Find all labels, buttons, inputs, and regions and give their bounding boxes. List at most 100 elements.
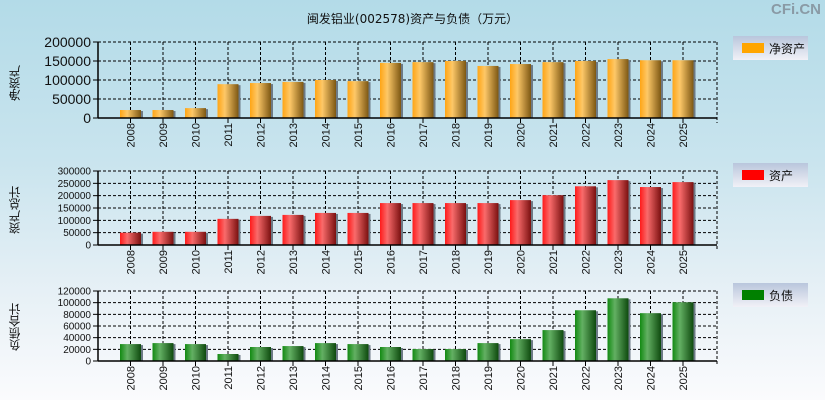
- bar-net-assets-2017: [412, 62, 434, 118]
- legend-swatch-liabilities: [742, 290, 764, 300]
- x-tick-label: 2014: [321, 366, 333, 390]
- y-tick-label: 150000: [58, 204, 92, 215]
- bar-net-assets-2020: [510, 64, 531, 118]
- x-tick-label: 2008: [126, 250, 138, 274]
- x-tick-label: 2012: [256, 366, 268, 390]
- bar-net-assets-2011: [217, 84, 239, 118]
- x-tick-label: 2016: [386, 366, 398, 390]
- x-tick-label: 2018: [451, 123, 463, 147]
- bar-total-assets-2018: [445, 203, 466, 245]
- legend-swatch-net-assets: [742, 43, 764, 53]
- y-tick-label: 0: [85, 241, 91, 252]
- x-tick-label: 2024: [646, 250, 658, 274]
- x-tick-label: 2010: [191, 123, 203, 147]
- bar-net-assets-2012: [250, 83, 271, 118]
- bar-total-assets-2022: [575, 186, 596, 245]
- y-tick-label: 0: [85, 357, 91, 368]
- y-tick-label: 0: [83, 110, 91, 126]
- bar-liabilities-2008: [120, 344, 141, 361]
- y-tick-label: 60000: [63, 322, 91, 333]
- bar-liabilities-2025: [672, 302, 694, 361]
- legend-liabilities: 负债: [733, 283, 808, 307]
- x-tick-label: 2024: [646, 123, 658, 147]
- bar-liabilities-2013: [282, 346, 304, 361]
- bar-liabilities-2017: [412, 349, 434, 361]
- x-tick-label: 2017: [418, 366, 430, 390]
- bar-liabilities-2012: [250, 347, 271, 361]
- x-tick-label: 2017: [418, 250, 430, 274]
- bar-total-assets-2008: [120, 232, 141, 245]
- bar-total-assets-2009: [152, 231, 174, 245]
- x-tick-label: 2019: [483, 366, 495, 390]
- y-tick-label: 120000: [58, 287, 92, 298]
- bar-net-assets-2023: [607, 59, 629, 118]
- y-tick-label: 250000: [58, 179, 92, 190]
- bar-liabilities-2014: [315, 343, 336, 361]
- y-tick-label: 20000: [63, 345, 91, 356]
- bar-total-assets-2025: [672, 182, 694, 245]
- bar-net-assets-2010: [185, 108, 206, 118]
- x-tick-label: 2018: [451, 366, 463, 390]
- bar-total-assets-2017: [412, 203, 434, 245]
- x-tick-label: 2009: [158, 123, 170, 147]
- x-tick-label: 2008: [126, 123, 138, 147]
- legend-label-net-assets: 净资产: [769, 42, 806, 56]
- x-tick-label: 2023: [613, 366, 625, 390]
- bar-liabilities-2023: [607, 298, 629, 361]
- bar-net-assets-2009: [152, 110, 174, 118]
- x-tick-label: 2023: [613, 250, 625, 274]
- bar-liabilities-2020: [510, 339, 531, 361]
- bar-net-assets-2013: [282, 81, 304, 118]
- legend-label-liabilities: 负债: [769, 289, 794, 303]
- bar-liabilities-2024: [640, 313, 661, 361]
- bar-net-assets-2018: [445, 61, 466, 118]
- bar-net-assets-2024: [640, 60, 661, 118]
- x-tick-label: 2023: [613, 123, 625, 147]
- legend-total-assets: 资产: [733, 163, 808, 187]
- x-tick-label: 2021: [548, 366, 560, 390]
- x-tick-label: 2021: [548, 123, 560, 147]
- bar-total-assets-2016: [380, 203, 401, 245]
- x-tick-label: 2009: [158, 250, 170, 274]
- bar-liabilities-2018: [445, 349, 466, 361]
- x-tick-label: 2024: [646, 366, 658, 390]
- x-tick-label: 2015: [353, 123, 365, 147]
- bar-net-assets-2014: [315, 80, 336, 118]
- x-tick-label: 2013: [288, 250, 300, 274]
- x-tick-label: 2015: [353, 366, 365, 390]
- x-tick-label: 2013: [288, 123, 300, 147]
- bar-liabilities-2010: [185, 344, 206, 361]
- bar-total-assets-2012: [250, 215, 271, 245]
- bar-liabilities-2009: [152, 343, 174, 361]
- legend-label-assets: 资产: [769, 169, 794, 183]
- y-tick-label: 40000: [63, 333, 91, 344]
- x-tick-label: 2016: [386, 250, 398, 274]
- y-tick-label: 300000: [58, 167, 92, 178]
- x-tick-label: 2012: [256, 123, 268, 147]
- bar-net-assets-2019: [477, 65, 499, 118]
- y-tick-label: 150000: [44, 53, 91, 69]
- x-tick-label: 2011: [223, 123, 235, 147]
- bar-total-assets-2019: [477, 203, 499, 245]
- x-tick-label: 2011: [223, 250, 235, 274]
- bar-liabilities-2019: [477, 343, 499, 361]
- x-tick-label: 2012: [256, 250, 268, 274]
- x-tick-label: 2011: [223, 366, 235, 390]
- y-tick-label: 100000: [58, 298, 92, 309]
- bar-total-assets-2013: [282, 214, 304, 245]
- bar-liabilities-2015: [347, 344, 369, 361]
- bar-net-assets-2016: [380, 62, 401, 118]
- y-tick-label: 50000: [52, 91, 91, 107]
- x-tick-label: 2019: [483, 250, 495, 274]
- bar-total-assets-2024: [640, 187, 661, 245]
- bar-total-assets-2014: [315, 212, 336, 245]
- x-tick-label: 2020: [516, 123, 528, 147]
- x-tick-label: 2014: [321, 123, 333, 147]
- bar-total-assets-2011: [217, 218, 239, 245]
- bar-net-assets-2025: [672, 60, 694, 118]
- bar-total-assets-2010: [185, 231, 206, 245]
- x-tick-label: 2009: [158, 366, 170, 390]
- bar-total-assets-2015: [347, 212, 369, 245]
- x-tick-label: 2022: [581, 123, 593, 147]
